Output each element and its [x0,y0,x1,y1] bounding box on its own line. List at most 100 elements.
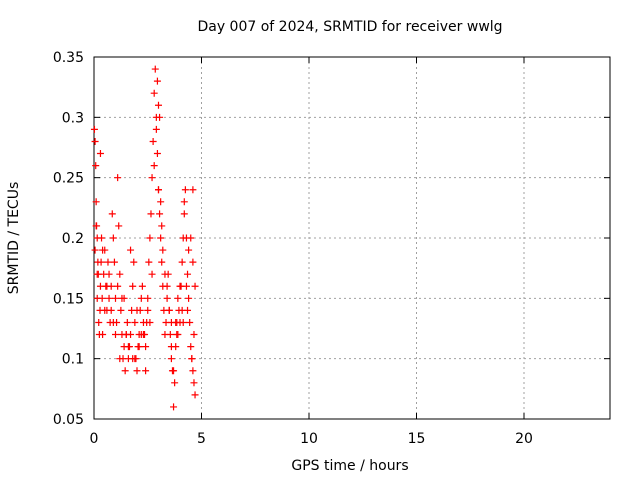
data-point [178,258,186,266]
data-point [163,294,171,302]
data-point [150,162,158,170]
y-tick-label: 0.1 [62,352,84,368]
data-point [189,186,197,194]
data-point [191,391,199,399]
data-point [109,234,117,242]
data-point [138,282,146,290]
data-point [112,294,119,302]
data-point [153,77,161,85]
data-point [158,258,166,266]
data-point [96,150,104,158]
data-point [114,282,122,290]
data-point [103,282,111,290]
y-tick-label: 0.3 [62,110,84,126]
data-point [112,331,119,339]
data-point [179,318,187,326]
y-tick-label: 0.2 [62,231,84,247]
data-point [170,403,178,411]
data-point [108,210,116,218]
data-point [144,294,152,302]
x-tick-label: 15 [408,431,426,447]
data-point [156,113,164,121]
data-point [191,282,199,290]
data-point [155,186,162,194]
data-point [133,367,141,375]
grid-layer [94,57,610,419]
data-point [118,294,126,302]
data-point [139,331,147,339]
data-point [144,306,152,314]
tick-layer: 0 5 10 15 20 0.05 0.1 0.15 0.2 0.25 0.3 0.35 [53,50,610,447]
data-point [167,355,175,363]
data-point [90,125,98,133]
data-point [157,234,165,242]
data-point [163,282,171,290]
data-point [123,318,131,326]
data-point [149,137,157,145]
data-point [190,379,198,387]
y-tick-label: 0.25 [53,171,84,187]
data-point [127,246,135,254]
data-point [130,258,138,266]
data-point [148,174,156,182]
data-point [142,367,150,375]
data-point [91,246,99,254]
x-axis-label: GPS time / hours [291,458,408,474]
data-point [124,343,132,351]
data-point [142,343,150,351]
data-point [171,379,179,387]
data-point [115,222,123,230]
data-point [170,367,178,375]
data-point [174,294,182,302]
data-point [166,331,174,339]
data-point [185,246,193,254]
data-point [153,150,161,158]
data-point [187,343,195,351]
data-point [104,258,112,266]
data-point [107,306,115,314]
data-point [109,318,117,326]
y-axis-label: SRMTID / TECUs [6,182,22,295]
data-point [157,198,165,206]
data-point [189,367,197,375]
data-series [90,65,199,411]
data-point [182,282,190,290]
data-point [133,306,141,314]
data-point [180,198,188,206]
data-point [161,270,169,278]
data-point [155,101,162,109]
data-point [181,186,189,194]
data-point [156,210,164,218]
data-point [131,318,139,326]
data-point [147,210,155,218]
data-point [146,318,154,326]
chart-title: Day 007 of 2024, SRMTID for receiver wwl… [197,19,502,35]
data-point [167,343,175,351]
data-point [98,294,106,302]
data-point [116,355,124,363]
x-tick-label: 10 [300,431,318,447]
x-tick-label: 0 [90,431,99,447]
data-point [92,222,100,230]
data-point [152,125,160,133]
data-point [121,367,129,375]
data-point [129,355,137,363]
data-point [189,258,197,266]
data-point [151,65,159,73]
data-point [184,270,192,278]
data-point [105,270,113,278]
data-point [95,318,103,326]
data-point [99,331,107,339]
x-tick-label: 20 [515,431,533,447]
data-point [158,222,166,230]
data-point [122,331,130,339]
data-point [137,294,145,302]
data-point [110,258,118,266]
data-point [135,343,143,351]
y-tick-label: 0.05 [53,412,84,428]
data-point [188,355,196,363]
data-point [129,282,137,290]
data-point [167,318,175,326]
data-point [99,246,107,254]
